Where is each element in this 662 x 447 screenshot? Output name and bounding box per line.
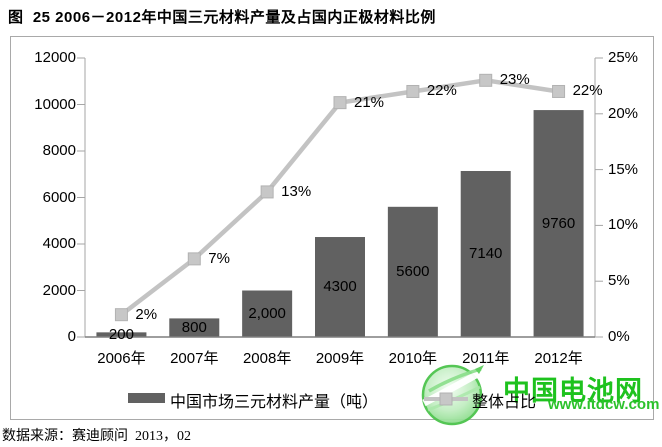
bar-2011年 (460, 170, 511, 337)
bar-2010年 (387, 206, 438, 337)
line-marker-2009年 (333, 96, 347, 110)
line-marker-2012年 (552, 84, 566, 98)
bar-2006年 (96, 332, 147, 337)
legend-line-swatch (424, 392, 468, 406)
watermark-site-url: www.itdcw.com (548, 396, 660, 413)
legend-bar-swatch (128, 393, 165, 403)
legend-line-label: 整体占比 (472, 394, 537, 411)
line-marker-2007年 (187, 252, 201, 266)
line-marker-2011年 (479, 73, 493, 87)
line-marker-2010年 (406, 84, 420, 98)
line-marker-2008年 (260, 185, 274, 199)
bar-2007年 (169, 318, 220, 337)
watermark-site-name: 中国电池网 (503, 376, 643, 406)
legend-bar-label: 中国市场三元材料产量（吨） (170, 394, 379, 411)
bar-2009年 (315, 237, 365, 337)
bar-2008年 (242, 290, 293, 337)
line-marker-2006年 (114, 308, 128, 322)
bar-2012年 (533, 110, 584, 337)
data-source-note: 数据来源：赛迪顾问 2013，02 (2, 429, 191, 444)
figure-title: 图 25 2006－2012年中国三元材料产量及占国内正极材料比例 (8, 9, 436, 26)
